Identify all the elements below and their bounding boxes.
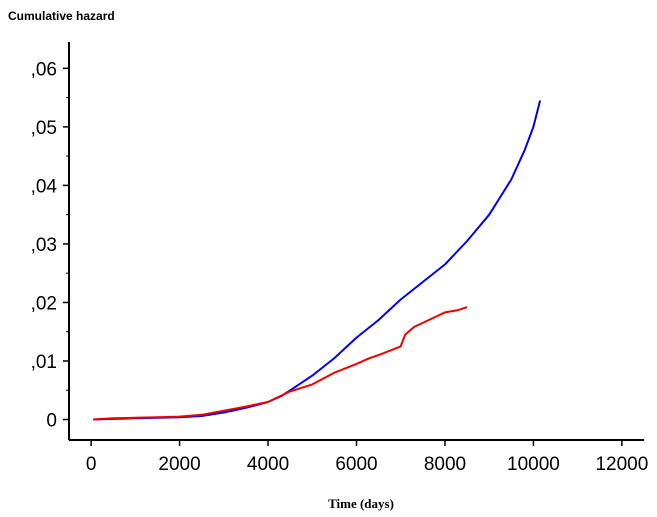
y-tick-label: ,02 <box>31 293 57 314</box>
y-tick-label: ,01 <box>31 352 57 373</box>
y-tick-label: 0 <box>46 411 57 432</box>
y-tick-label: ,03 <box>31 235 57 256</box>
y-axis-label: Cumulative hazard <box>8 9 115 23</box>
series-line-2 <box>93 306 468 421</box>
y-tick-label: ,04 <box>31 176 58 197</box>
x-tick-label: 8000 <box>424 454 466 475</box>
y-tick-label: ,05 <box>31 118 57 139</box>
x-tick-label: 0 <box>86 454 97 475</box>
axes: 0 ,01 ,02 ,03 ,04 ,05 ,06 0 2000 4000 6000 8000 1000… <box>31 42 648 475</box>
x-tick-label: 12000 <box>595 454 648 475</box>
series-group <box>93 100 542 421</box>
series-line-1 <box>93 100 542 421</box>
x-tick-label: 4000 <box>247 454 289 475</box>
y-tick-label: ,06 <box>31 59 57 80</box>
x-tick-label: 2000 <box>158 454 200 475</box>
x-tick-label: 10000 <box>507 454 560 475</box>
x-tick-label: 6000 <box>335 454 377 475</box>
x-axis-label: Time (days) <box>328 496 394 511</box>
